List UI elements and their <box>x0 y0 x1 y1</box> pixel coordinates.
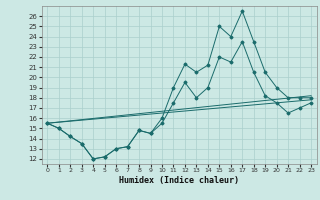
X-axis label: Humidex (Indice chaleur): Humidex (Indice chaleur) <box>119 176 239 185</box>
